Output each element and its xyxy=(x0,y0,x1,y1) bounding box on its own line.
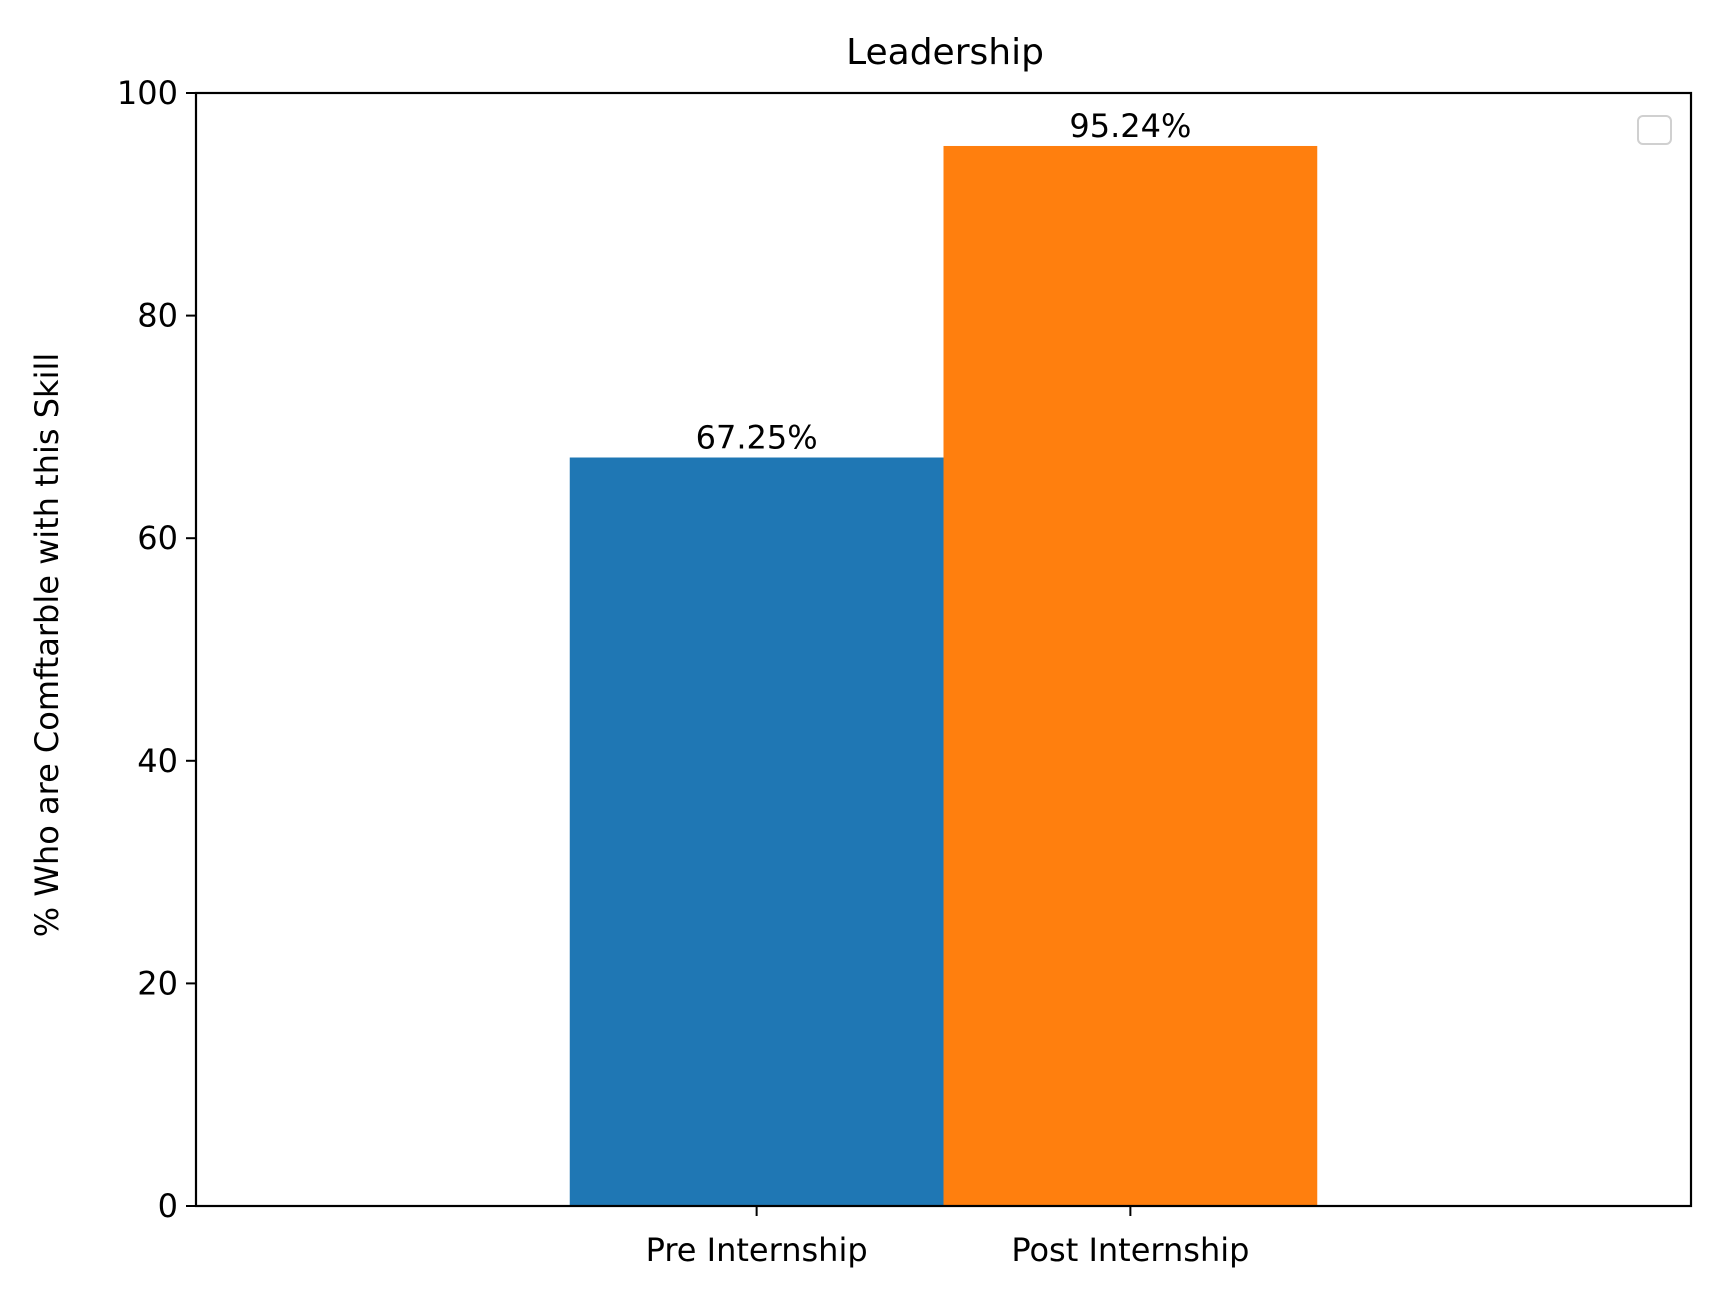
x-tick-label: Post Internship xyxy=(1011,1231,1249,1269)
y-tick-label: 20 xyxy=(137,964,178,1002)
y-tick-label: 100 xyxy=(117,74,178,112)
y-tick-label: 40 xyxy=(137,742,178,780)
legend-box[interactable] xyxy=(1637,115,1672,145)
bar-value-label: 95.24% xyxy=(1069,107,1191,145)
chart-title: Leadership xyxy=(846,32,1044,73)
bar-post-internship xyxy=(943,145,1318,1207)
bar-pre-internship xyxy=(569,457,944,1206)
y-axis-label: % Who are Comftarble with this Skill xyxy=(28,353,66,937)
y-tick-label: 80 xyxy=(137,297,178,335)
axis-ticks: 0 20 40 60 80 100 Pre Internship Post Internshi… xyxy=(117,74,1250,1269)
bars xyxy=(569,145,1318,1207)
plot-area-frame xyxy=(194,91,1693,1208)
y-tick-label: 60 xyxy=(137,519,178,557)
bar-value-label: 67.25% xyxy=(696,419,818,457)
bar-value-labels: 67.25% 95.24% xyxy=(696,107,1192,457)
y-tick-label: 0 xyxy=(158,1187,178,1225)
x-tick-label: Pre Internship xyxy=(646,1231,868,1269)
